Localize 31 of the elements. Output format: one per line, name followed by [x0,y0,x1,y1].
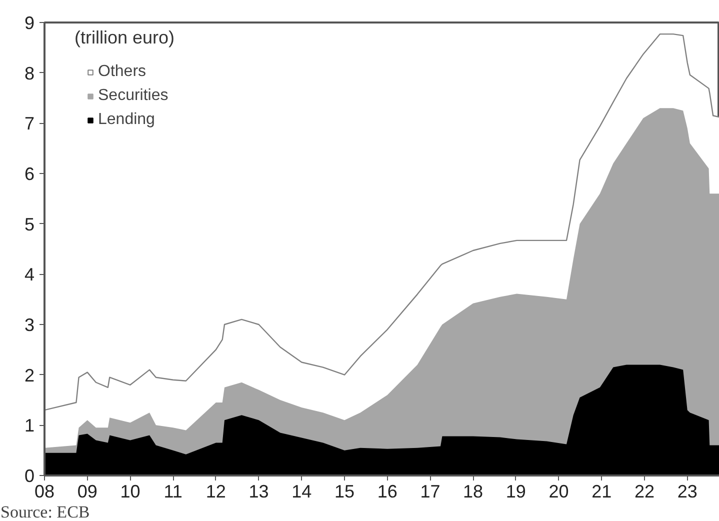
y-tick-label: 8 [24,63,35,84]
x-tick-label: 14 [292,482,312,502]
x-tick-label: 13 [248,482,269,502]
legend-label: Lending [98,111,155,129]
x-tick-label: 15 [334,482,355,502]
x-tick-label: 18 [463,482,484,502]
x-tick-label: 08 [34,482,55,502]
y-tick-label: 6 [24,164,35,184]
legend-label: Others [98,63,146,81]
legend-label: Securities [98,87,168,105]
x-tick-label: 21 [592,482,612,502]
x-tick-label: 12 [206,482,226,502]
x-tick-label: 20 [548,482,569,502]
y-tick-label: 7 [24,114,35,134]
y-tick-label: 1 [24,416,35,436]
y-tick-label: 4 [24,264,35,285]
y-tick-label: 0 [24,466,35,486]
x-tick-label: 17 [420,482,440,502]
y-tick-label: 3 [24,315,35,335]
x-tick-label: 10 [120,482,140,502]
y-tick-label: 9 [24,13,35,33]
x-tick-label: 23 [677,482,698,502]
y-axis-title: (trillion euro) [74,28,175,48]
y-tick-label: 2 [24,365,35,386]
x-tick-label: 16 [377,482,398,502]
x-tick-label: 22 [634,482,655,502]
x-tick-label: 19 [506,482,526,502]
x-tick-label: 11 [164,482,182,502]
x-tick-label: 09 [77,482,98,502]
source-note: Source: ECB [0,502,90,521]
y-tick-label: 5 [24,214,35,234]
